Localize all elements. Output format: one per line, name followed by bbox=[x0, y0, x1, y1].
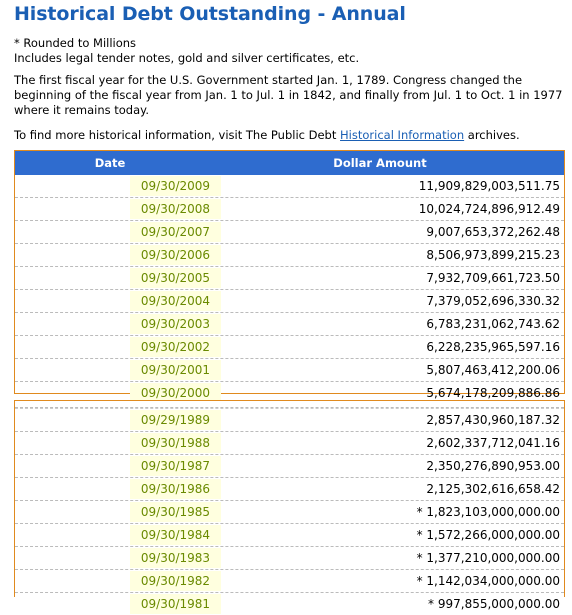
amount-cell: * 1,823,103,000,000.00 bbox=[416, 505, 560, 519]
table-row: 09/30/1982 * 1,142,034,000,000.00 bbox=[15, 570, 564, 593]
table-row: 09/30/1987 2,350,276,890,953.00 bbox=[15, 455, 564, 478]
table-row: 09/30/1986 2,125,302,616,658.42 bbox=[15, 478, 564, 501]
date-cell: 09/30/2002 bbox=[130, 337, 221, 357]
amount-cell: 2,125,302,616,658.42 bbox=[426, 482, 560, 496]
amount-cell: 7,932,709,661,723.50 bbox=[426, 271, 560, 285]
amount-cell: 2,602,337,712,041.16 bbox=[426, 436, 560, 450]
date-cell: 09/30/2005 bbox=[130, 268, 221, 288]
link-suffix: archives. bbox=[464, 128, 520, 142]
amount-cell: 5,674,178,209,886.86 bbox=[426, 386, 560, 400]
date-cell: 09/30/1985 bbox=[130, 502, 221, 522]
table-row: 09/30/1983 * 1,377,210,000,000.00 bbox=[15, 547, 564, 570]
amount-cell: 7,379,052,696,330.32 bbox=[426, 294, 560, 308]
amount-cell: 6,228,235,965,597.16 bbox=[426, 340, 560, 354]
date-cell: 09/30/2009 bbox=[130, 176, 221, 196]
date-cell: 09/30/1982 bbox=[130, 571, 221, 591]
debt-table-1980s: 09/29/1989 2,857,430,960,187.32 09/30/1988… bbox=[14, 400, 565, 614]
table-row: 09/30/2008 10,024,724,896,912.49 bbox=[15, 198, 564, 221]
table-row: 09/30/2007 9,007,653,372,262.48 bbox=[15, 221, 564, 244]
table-row: 09/30/2002 6,228,235,965,597.16 bbox=[15, 336, 564, 359]
amount-cell: 2,857,430,960,187.32 bbox=[426, 413, 560, 427]
debt-table-2000s: Date Dollar Amount 09/30/2009 11,909,829,… bbox=[14, 150, 565, 403]
date-cell: 09/30/1983 bbox=[130, 548, 221, 568]
table-row: 09/30/2001 5,807,463,412,200.06 bbox=[15, 359, 564, 382]
table-row: 09/30/1984 * 1,572,266,000,000.00 bbox=[15, 524, 564, 547]
table-row: 09/30/2006 8,506,973,899,215.23 bbox=[15, 244, 564, 267]
amount-cell: 2,350,276,890,953.00 bbox=[426, 459, 560, 473]
link-prefix: To find more historical information, vis… bbox=[14, 128, 341, 142]
amount-cell: 5,807,463,412,200.06 bbox=[426, 363, 560, 377]
historical-info-line: To find more historical information, vis… bbox=[14, 128, 520, 143]
table-row: 09/30/2003 6,783,231,062,743.62 bbox=[15, 313, 564, 336]
amount-cell: * 1,572,266,000,000.00 bbox=[416, 528, 560, 542]
fiscal-year-paragraph: The first fiscal year for the U.S. Gover… bbox=[14, 73, 563, 117]
date-cell: 09/30/2006 bbox=[130, 245, 221, 265]
amount-column-header: Dollar Amount bbox=[333, 156, 427, 170]
amount-cell: 10,024,724,896,912.49 bbox=[418, 202, 560, 216]
table-row: 09/30/2005 7,932,709,661,723.50 bbox=[15, 267, 564, 290]
rounding-note: * Rounded to Millions bbox=[14, 36, 137, 50]
date-cell: 09/29/1989 bbox=[130, 410, 221, 430]
table-row: 09/30/1985 * 1,823,103,000,000.00 bbox=[15, 501, 564, 524]
date-cell: 09/30/2003 bbox=[130, 314, 221, 334]
amount-cell: 8,506,973,899,215.23 bbox=[426, 248, 560, 262]
date-cell: 09/30/2004 bbox=[130, 291, 221, 311]
date-cell: 09/30/2007 bbox=[130, 222, 221, 242]
date-cell: 09/30/1988 bbox=[130, 433, 221, 453]
historical-information-link[interactable]: Historical Information bbox=[340, 128, 465, 142]
table-row: 09/29/1989 2,857,430,960,187.32 bbox=[15, 408, 564, 432]
page-title: Historical Debt Outstanding - Annual bbox=[14, 3, 406, 25]
table-row: 09/30/2004 7,379,052,696,330.32 bbox=[15, 290, 564, 313]
table-top-spacer bbox=[15, 401, 564, 408]
date-cell: 09/30/1981 bbox=[130, 594, 221, 614]
table-row: 09/30/1981 * 997,855,000,000.00 bbox=[15, 593, 564, 615]
amount-cell: * 1,377,210,000,000.00 bbox=[416, 551, 560, 565]
table-body-2000s: 09/30/2009 11,909,829,003,511.75 09/30/200… bbox=[15, 175, 564, 404]
table-row: 09/30/1988 2,602,337,712,041.16 bbox=[15, 432, 564, 455]
table-header: Date Dollar Amount bbox=[15, 151, 564, 175]
table-body-1980s: 09/29/1989 2,857,430,960,187.32 09/30/1988… bbox=[15, 408, 564, 615]
amount-cell: 6,783,231,062,743.62 bbox=[426, 317, 560, 331]
date-cell: 09/30/1986 bbox=[130, 479, 221, 499]
amount-cell: * 997,855,000,000.00 bbox=[428, 597, 560, 611]
date-cell: 09/30/1984 bbox=[130, 525, 221, 545]
date-column-header: Date bbox=[94, 156, 126, 170]
date-cell: 09/30/2008 bbox=[130, 199, 221, 219]
amount-cell: * 1,142,034,000,000.00 bbox=[416, 574, 560, 588]
date-cell: 09/30/1987 bbox=[130, 456, 221, 476]
amount-cell: 9,007,653,372,262.48 bbox=[426, 225, 560, 239]
includes-note: Includes legal tender notes, gold and si… bbox=[14, 51, 360, 65]
amount-cell: 11,909,829,003,511.75 bbox=[418, 179, 560, 193]
date-cell: 09/30/2000 bbox=[130, 383, 221, 403]
date-cell: 09/30/2001 bbox=[130, 360, 221, 380]
table-row: 09/30/2009 11,909,829,003,511.75 bbox=[15, 175, 564, 198]
table-row: 09/30/2000 5,674,178,209,886.86 bbox=[15, 382, 564, 404]
